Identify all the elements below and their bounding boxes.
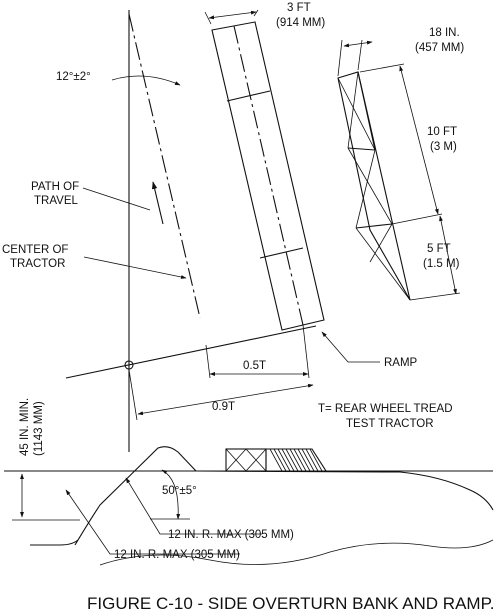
- dim-3ft-ext-left: [204, 11, 212, 25]
- bank-lower-edge: [30, 539, 79, 546]
- ramp-centerline: [233, 25, 304, 326]
- ramp-division-top: [226, 90, 271, 102]
- ramp-side-outline: [337, 71, 411, 301]
- ramp-side-truss-6: [369, 223, 393, 263]
- dim-5ft-ext-bottom: [409, 292, 461, 301]
- path-of-travel-label-2: TRAVEL: [34, 195, 78, 207]
- ramp-section-block: [225, 448, 267, 472]
- ramp-side-truss-5: [355, 227, 411, 301]
- tread-note-2: TEST TRACTOR: [346, 418, 434, 430]
- ramp-section-x2: [225, 448, 247, 472]
- center-of-tractor-line: [128, 13, 201, 319]
- figure-caption: FIGURE C-10 - SIDE OVERTURN BANK AND RAM…: [87, 594, 494, 613]
- path-of-travel-leader: [82, 187, 151, 211]
- bank-profile: [74, 446, 197, 546]
- dim-10ft-label-2: (3 M): [430, 141, 457, 153]
- plan-view: 12°±2° PATH OF TRAVEL CENTER OF TRACTOR …: [2, 2, 453, 452]
- dim-05t-ext-right: [302, 324, 310, 379]
- ramp-section-hatch: [265, 448, 328, 472]
- ramp-side-truss-4: [355, 149, 376, 229]
- angle-50-label: 50°±5°: [162, 485, 197, 497]
- ramp-leader: [321, 331, 380, 363]
- dim-05t-ext-left: [205, 344, 211, 379]
- dim-18in-label-1: 18 IN.: [429, 27, 460, 39]
- dim-3ft-label-2: (914 MM): [276, 17, 325, 29]
- perpendicular-line: [65, 325, 317, 379]
- earth-break-line: [99, 539, 494, 566]
- ramp-side-inner: [357, 71, 376, 151]
- angle-12-arc: [111, 75, 181, 86]
- ramp-side-div1: [347, 147, 376, 151]
- ramp-section-x4: [245, 448, 267, 472]
- dim-5ft-label-2: (1.5 M): [423, 258, 460, 270]
- center-of-tractor-label-1: CENTER OF: [2, 244, 68, 256]
- dim-18in-ext-left: [337, 39, 343, 77]
- dim-3ft-ext-right: [253, 9, 259, 17]
- dim-18in-line: [343, 40, 373, 48]
- path-of-travel-arrow: [151, 181, 164, 225]
- dim-5ft-line: [439, 215, 457, 295]
- radius-label-1: 12 IN. R. MAX (305 MM): [168, 529, 294, 541]
- dim-height-label-1: 45 IN. MIN.: [19, 398, 31, 456]
- radius-leader-2: [65, 489, 240, 555]
- ramp-division-bottom: [259, 247, 304, 259]
- dim-05t-label: 0.5T: [243, 360, 266, 372]
- tractor-center-point: [124, 360, 134, 370]
- ramp-side-div2: [355, 223, 393, 229]
- dim-09t-ext-left: [128, 369, 138, 421]
- bank-earth-profile: [195, 470, 494, 511]
- ramp-side-truss-3: [347, 147, 393, 225]
- dim-10ft-ext-top: [359, 63, 405, 73]
- ramp-label: RAMP: [384, 357, 418, 369]
- dim-10ft-label-1: 10 FT: [427, 126, 457, 138]
- path-of-travel-label-1: PATH OF: [31, 181, 79, 193]
- ramp-side-truss-1: [337, 77, 376, 151]
- dim-18in-label-2: (457 MM): [415, 42, 464, 54]
- dim-5ft-label-1: 5 FT: [427, 243, 451, 255]
- dim-09t-label: 0.9T: [212, 401, 235, 413]
- ramp-side-detail: 18 IN. (457 MM) 10 FT (3 M) 5 FT (1.5 M): [337, 27, 464, 301]
- ramp-side-truss-2: [347, 71, 359, 149]
- dim-10ft-line: [399, 65, 439, 215]
- tread-note-1: T= REAR WHEEL TREAD: [318, 403, 453, 415]
- dim-18in-ext-right: [357, 39, 363, 71]
- angle-50-arc: [161, 469, 181, 520]
- dim-3ft-line: [208, 10, 257, 20]
- dim-height-label-2: (1143 MM): [33, 401, 45, 456]
- dim-10ft-ext-bottom: [391, 213, 443, 225]
- ramp-outline: [211, 21, 325, 331]
- bank-elevation: 45 IN. MIN. (1143 MM) 50°±5° 12 IN. R. M…: [4, 398, 494, 566]
- center-of-tractor-leader: [83, 256, 187, 279]
- dim-3ft-label-1: 3 FT: [287, 2, 311, 14]
- radius-label-2: 12 IN. R. MAX (305 MM): [114, 549, 240, 561]
- angle-12-label: 12°±2°: [56, 71, 91, 83]
- dim-09t-line: [137, 383, 314, 416]
- center-of-tractor-label-2: TRACTOR: [10, 258, 65, 270]
- radius-leader-1: [125, 477, 262, 535]
